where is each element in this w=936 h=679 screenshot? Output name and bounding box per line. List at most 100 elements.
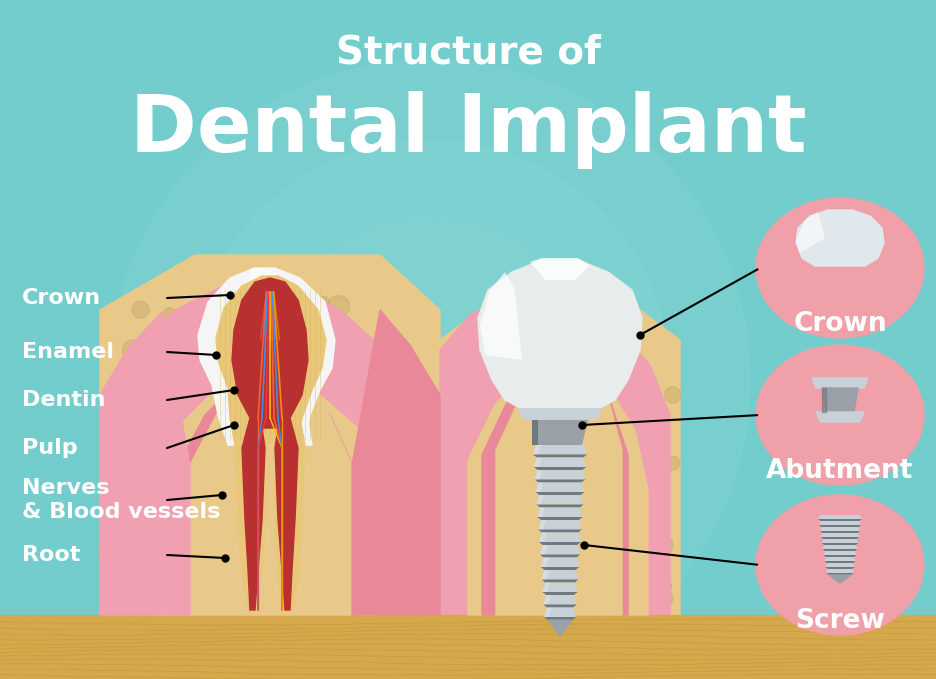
- Circle shape: [173, 515, 184, 526]
- Circle shape: [665, 456, 680, 470]
- Polygon shape: [812, 378, 868, 388]
- Circle shape: [210, 515, 230, 535]
- Text: Pulp: Pulp: [22, 438, 78, 458]
- Circle shape: [425, 534, 436, 545]
- Circle shape: [204, 523, 221, 540]
- Circle shape: [506, 503, 515, 512]
- Polygon shape: [537, 517, 583, 520]
- Circle shape: [198, 392, 217, 410]
- Circle shape: [158, 386, 173, 402]
- Polygon shape: [541, 557, 548, 567]
- Circle shape: [514, 567, 522, 575]
- Polygon shape: [532, 420, 538, 445]
- Polygon shape: [275, 418, 298, 610]
- Polygon shape: [823, 545, 857, 549]
- Polygon shape: [821, 533, 859, 537]
- Circle shape: [105, 453, 116, 464]
- Circle shape: [350, 581, 371, 602]
- Circle shape: [457, 517, 465, 525]
- Circle shape: [227, 585, 238, 595]
- Circle shape: [301, 348, 310, 357]
- Circle shape: [268, 424, 279, 435]
- Circle shape: [110, 60, 750, 679]
- Circle shape: [123, 340, 143, 361]
- Circle shape: [203, 452, 221, 470]
- Polygon shape: [536, 495, 545, 504]
- Circle shape: [374, 361, 385, 371]
- Polygon shape: [536, 504, 584, 507]
- Text: Root: Root: [22, 545, 80, 565]
- Ellipse shape: [756, 495, 924, 635]
- Circle shape: [149, 579, 168, 598]
- Circle shape: [179, 595, 192, 608]
- Polygon shape: [543, 604, 577, 608]
- Polygon shape: [544, 608, 552, 617]
- Circle shape: [321, 530, 332, 542]
- Circle shape: [633, 457, 652, 477]
- Circle shape: [98, 544, 116, 562]
- Circle shape: [274, 346, 296, 368]
- Polygon shape: [533, 454, 587, 458]
- Circle shape: [164, 308, 176, 320]
- Circle shape: [579, 459, 592, 471]
- Circle shape: [367, 464, 383, 480]
- Circle shape: [250, 538, 261, 549]
- Circle shape: [460, 475, 475, 491]
- Ellipse shape: [756, 345, 924, 485]
- Polygon shape: [826, 563, 855, 567]
- Circle shape: [567, 375, 585, 393]
- Polygon shape: [824, 551, 856, 555]
- Circle shape: [198, 447, 219, 468]
- Circle shape: [527, 513, 542, 528]
- Circle shape: [473, 414, 490, 431]
- Polygon shape: [542, 592, 578, 595]
- Polygon shape: [468, 360, 648, 615]
- Circle shape: [306, 398, 315, 407]
- Circle shape: [661, 581, 672, 592]
- Polygon shape: [822, 543, 858, 545]
- Circle shape: [190, 140, 670, 620]
- Polygon shape: [796, 212, 825, 253]
- Polygon shape: [518, 408, 602, 420]
- Polygon shape: [175, 378, 355, 615]
- Polygon shape: [533, 445, 541, 454]
- Circle shape: [636, 434, 646, 445]
- Polygon shape: [819, 525, 861, 527]
- Circle shape: [298, 344, 308, 354]
- Polygon shape: [821, 537, 859, 539]
- Circle shape: [178, 418, 197, 437]
- Polygon shape: [535, 483, 544, 492]
- Polygon shape: [540, 545, 548, 555]
- Text: Screw: Screw: [795, 608, 885, 634]
- Polygon shape: [541, 570, 578, 579]
- Circle shape: [144, 384, 157, 397]
- Text: Dental Implant: Dental Implant: [130, 91, 806, 169]
- Circle shape: [440, 590, 461, 611]
- Polygon shape: [826, 573, 854, 575]
- Polygon shape: [537, 507, 546, 517]
- Circle shape: [174, 318, 195, 339]
- Polygon shape: [537, 507, 583, 517]
- Polygon shape: [544, 617, 576, 620]
- Polygon shape: [543, 595, 577, 604]
- Ellipse shape: [756, 198, 924, 338]
- Polygon shape: [535, 492, 585, 495]
- Circle shape: [270, 220, 590, 540]
- Polygon shape: [544, 608, 576, 617]
- Circle shape: [304, 561, 324, 580]
- Polygon shape: [541, 557, 579, 567]
- Circle shape: [446, 559, 461, 572]
- Circle shape: [553, 430, 574, 451]
- Polygon shape: [478, 260, 642, 408]
- Circle shape: [622, 576, 635, 589]
- Circle shape: [389, 486, 409, 505]
- Circle shape: [316, 389, 331, 404]
- Circle shape: [283, 532, 298, 547]
- Circle shape: [603, 519, 616, 531]
- Circle shape: [377, 496, 393, 512]
- Polygon shape: [100, 255, 440, 615]
- Polygon shape: [829, 575, 851, 583]
- Circle shape: [563, 585, 582, 604]
- Polygon shape: [538, 520, 546, 530]
- Polygon shape: [534, 470, 585, 479]
